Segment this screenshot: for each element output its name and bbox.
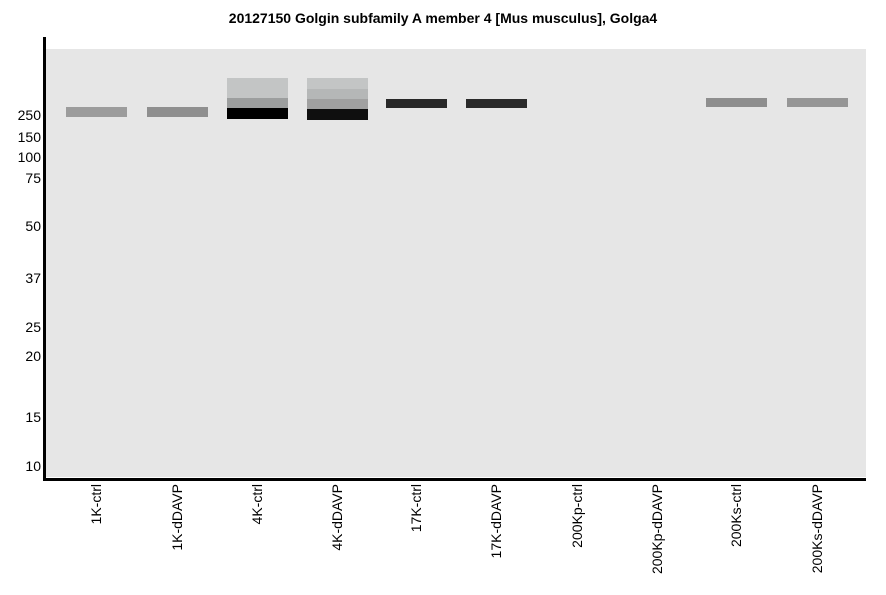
y-axis-line [43,37,46,481]
y-axis-tick-label: 100 [17,149,41,165]
blot-band [306,109,368,120]
blot-band [65,107,127,117]
blot-band [306,78,368,89]
figure-title: 20127150 Golgin subfamily A member 4 [Mu… [228,10,658,26]
blot-band [146,107,208,117]
lane-label: 200Ks-dDAVP [809,484,825,574]
y-axis-tick-label: 20 [25,348,41,364]
y-axis-tick-label: 10 [25,458,41,474]
blot-band [226,108,288,119]
y-axis-tick-label: 25 [25,319,41,335]
y-axis-tick-label: 75 [25,170,41,186]
y-axis-tick-label: 50 [25,218,41,234]
x-axis-line [43,478,866,481]
lane-label: 4K-ctrl [249,484,265,525]
lane-label: 200Ks-ctrl [728,484,744,548]
blot-plot-area [46,49,866,477]
lane-label: 4K-dDAVP [329,484,345,551]
y-axis-tick-label: 250 [17,107,41,123]
lane-label: 17K-dDAVP [488,484,504,559]
lane-label: 1K-ctrl [88,484,104,525]
lane-label: 1K-dDAVP [169,484,185,551]
blot-band [226,98,288,108]
blot-band [786,98,848,107]
y-axis-tick-label: 37 [25,270,41,286]
y-axis-tick-label: 15 [25,409,41,425]
y-axis-tick-label: 150 [17,129,41,145]
blot-band [306,89,368,99]
blot-band [226,78,288,98]
blot-band [705,98,767,107]
blot-band [465,99,527,108]
lane-label: 200Kp-dDAVP [649,484,665,575]
lane-label: 17K-ctrl [408,484,424,533]
blot-band [385,99,447,108]
blot-band [306,99,368,109]
lane-label: 200Kp-ctrl [569,484,585,548]
